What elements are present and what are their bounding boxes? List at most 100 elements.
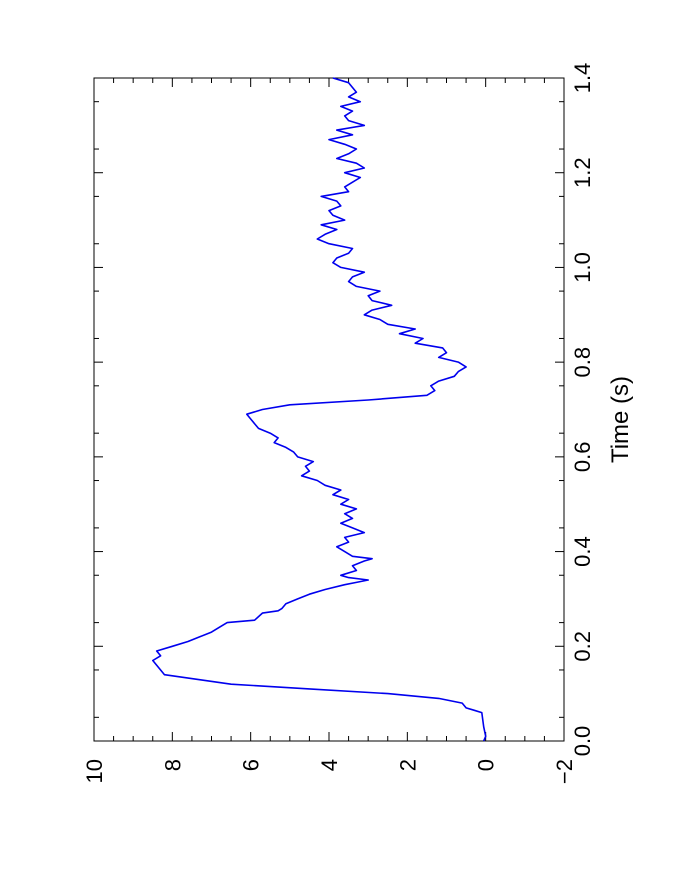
y-tick-label: 0 [474, 759, 499, 771]
data-point [360, 101, 361, 102]
y-tick-label: 6 [239, 759, 264, 771]
data-point [356, 92, 357, 93]
data-point [254, 423, 255, 424]
y-tick-label: −2 [552, 759, 577, 784]
data-point [372, 310, 373, 311]
data-point [344, 584, 345, 585]
data-point [156, 650, 157, 651]
data-point [344, 513, 345, 514]
data-point [372, 300, 373, 301]
plot-frame [93, 77, 565, 742]
data-point [348, 253, 349, 254]
data-point [344, 144, 345, 145]
data-point [458, 362, 459, 363]
data-point [344, 186, 345, 187]
x-tick-label: 0.0 [570, 726, 595, 757]
data-point [348, 542, 349, 543]
data-point [483, 726, 484, 727]
data-point [430, 385, 431, 386]
data-point [458, 371, 459, 372]
y-tick-label: 4 [317, 759, 342, 771]
data-point [317, 480, 318, 481]
data-point [199, 636, 200, 637]
data-point [438, 698, 439, 699]
data-point [172, 646, 173, 647]
data-point [340, 267, 341, 268]
data-point [379, 319, 380, 320]
data-point [352, 527, 353, 528]
data-point [473, 710, 474, 711]
data-point [368, 399, 369, 400]
data-point [344, 220, 345, 221]
data-point [364, 167, 365, 168]
data-point [336, 546, 337, 547]
data-point [325, 589, 326, 590]
x-tick-label: 1.4 [570, 63, 595, 94]
data-point [344, 172, 345, 173]
data-point [293, 452, 294, 453]
x-axis: 0.0 0.2 0.4 0.6 0.8 1.0 1.2 1.4 [94, 63, 595, 757]
data-point [368, 579, 369, 580]
data-point [336, 158, 337, 159]
data-point [352, 111, 353, 112]
x-axis-label: Time (s) [607, 376, 634, 463]
data-point [348, 153, 349, 154]
data-point [364, 314, 365, 315]
x-tick-label: 1.0 [570, 252, 595, 283]
x-tick-label: 0.8 [570, 347, 595, 378]
x-tick-label: 0.4 [570, 536, 595, 567]
data-point [309, 688, 310, 689]
data-point [297, 598, 298, 599]
data-point [187, 641, 188, 642]
series-line [152, 77, 487, 742]
data-point [160, 669, 161, 670]
data-point [426, 395, 427, 396]
data-point [227, 622, 228, 623]
data-point [352, 518, 353, 519]
data-point [270, 433, 271, 434]
y-tick-label: 2 [395, 759, 420, 771]
data-point [336, 229, 337, 230]
data-point [481, 712, 482, 713]
data-point [340, 106, 341, 107]
data-point [364, 560, 365, 561]
data-point [348, 120, 349, 121]
data-point [332, 215, 333, 216]
data-point [360, 177, 361, 178]
data-point [321, 196, 322, 197]
data-point [348, 499, 349, 500]
data-point [415, 328, 416, 329]
data-point [152, 660, 153, 661]
data-point [278, 610, 279, 611]
data-point [379, 291, 380, 292]
data-point [328, 139, 329, 140]
data-point [356, 148, 357, 149]
data-point [262, 613, 263, 614]
data-point [399, 333, 400, 334]
data-point [352, 556, 353, 557]
data-point [352, 248, 353, 249]
data-point [438, 357, 439, 358]
data-point [278, 437, 279, 438]
x-tick-label: 0.2 [570, 631, 595, 662]
data-point [442, 347, 443, 348]
data-point [344, 551, 345, 552]
data-point [422, 338, 423, 339]
data-point [340, 575, 341, 576]
data-point [289, 404, 290, 405]
data-point [262, 409, 263, 410]
data-point [348, 281, 349, 282]
data-point [332, 77, 333, 78]
data-point [321, 224, 322, 225]
data-point [325, 485, 326, 486]
data-point [372, 558, 373, 559]
data-point [434, 390, 435, 391]
data-point [348, 82, 349, 83]
data-point [325, 234, 326, 235]
data-point [336, 201, 337, 202]
data-point [466, 707, 467, 708]
data-point [352, 276, 353, 277]
data-point [250, 418, 251, 419]
data-point [348, 96, 349, 97]
